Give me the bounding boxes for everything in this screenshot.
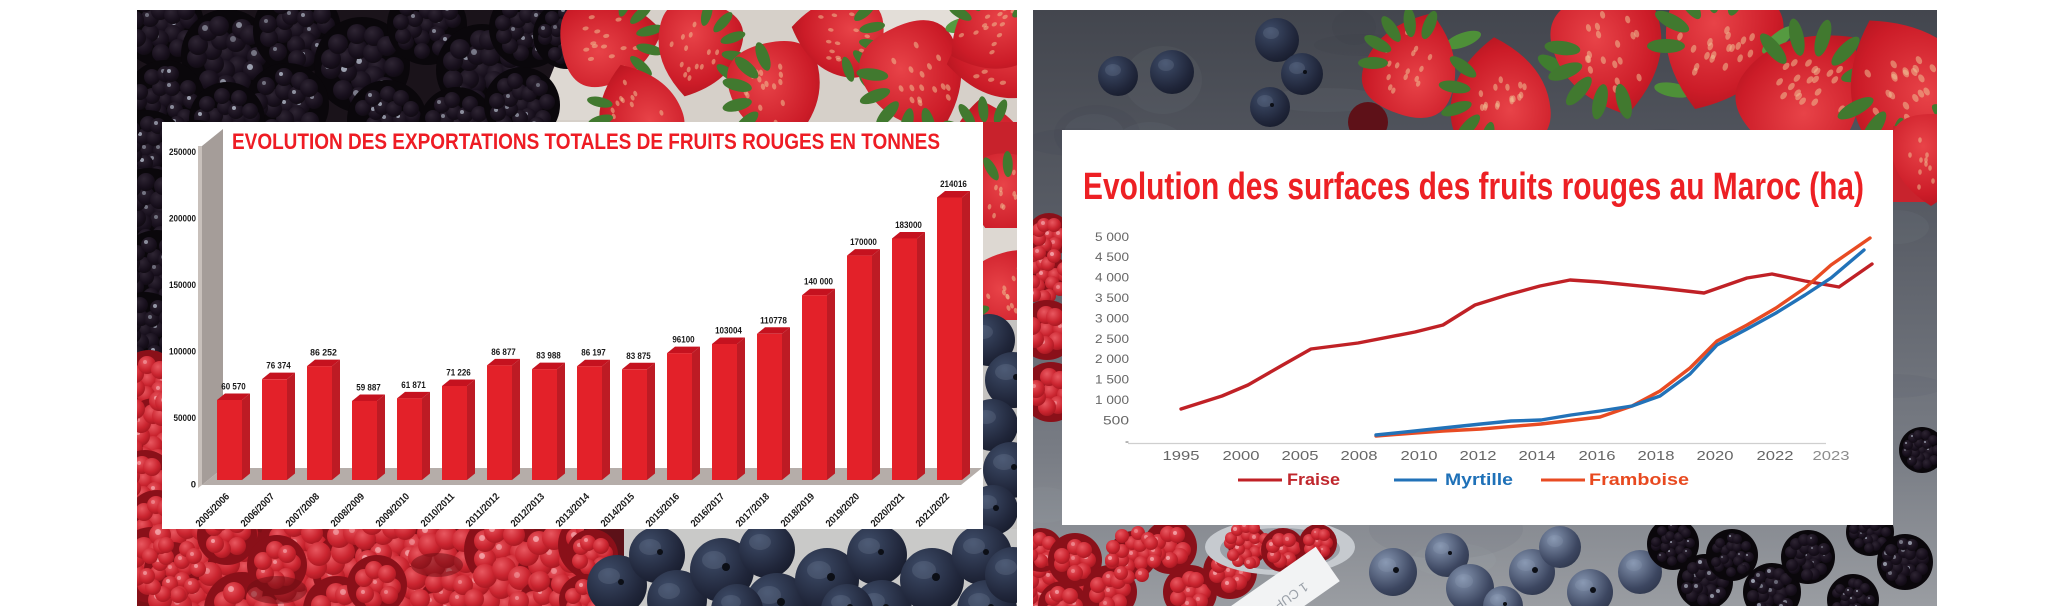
svg-text:60 570: 60 570 [221, 382, 246, 393]
svg-text:50000: 50000 [174, 413, 197, 424]
svg-text:2018: 2018 [1638, 449, 1675, 463]
svg-text:2012: 2012 [1460, 449, 1497, 463]
svg-text:100000: 100000 [169, 347, 196, 358]
svg-text:86 877: 86 877 [491, 347, 516, 358]
svg-text:2000: 2000 [1223, 449, 1260, 463]
svg-text:214016: 214016 [940, 179, 967, 190]
svg-text:Evolution des surfaces des fru: Evolution des surfaces des fruits rouges… [1083, 166, 1864, 208]
svg-text:Myrtille: Myrtille [1445, 470, 1513, 489]
svg-text:1 500: 1 500 [1095, 373, 1129, 387]
svg-text:170000: 170000 [850, 237, 877, 248]
svg-text:59 887: 59 887 [356, 382, 381, 393]
svg-text:2 500: 2 500 [1095, 332, 1129, 346]
svg-text:1995: 1995 [1163, 449, 1200, 463]
svg-text:183000: 183000 [895, 220, 922, 231]
svg-text:4 500: 4 500 [1095, 250, 1129, 264]
svg-text:200000: 200000 [169, 214, 196, 225]
svg-text:-: - [1125, 434, 1129, 448]
svg-text:150000: 150000 [169, 280, 196, 291]
svg-text:250000: 250000 [169, 147, 196, 158]
svg-text:1 000: 1 000 [1095, 393, 1129, 407]
svg-text:61 871: 61 871 [401, 380, 426, 391]
svg-text:2008: 2008 [1341, 449, 1378, 463]
svg-text:Fraise: Fraise [1287, 470, 1340, 489]
svg-text:140 000: 140 000 [804, 277, 833, 288]
svg-text:83 875: 83 875 [626, 351, 651, 362]
svg-text:2022: 2022 [1757, 449, 1794, 463]
svg-text:500: 500 [1103, 413, 1129, 427]
svg-text:Framboise: Framboise [1589, 470, 1689, 489]
svg-text:96100: 96100 [672, 335, 694, 346]
svg-text:86 252: 86 252 [310, 348, 337, 359]
svg-text:76 374: 76 374 [266, 361, 291, 372]
svg-text:2 000: 2 000 [1095, 352, 1129, 366]
svg-text:3 500: 3 500 [1095, 291, 1129, 305]
svg-text:4 000: 4 000 [1095, 271, 1129, 285]
svg-text:71 226: 71 226 [446, 368, 471, 379]
svg-text:2005: 2005 [1282, 449, 1319, 463]
svg-text:103004: 103004 [715, 326, 742, 337]
svg-text:5 000: 5 000 [1095, 230, 1129, 244]
svg-text:110778: 110778 [760, 315, 787, 326]
svg-text:86 197: 86 197 [581, 348, 606, 359]
svg-text:2020: 2020 [1697, 449, 1734, 463]
svg-text:2016: 2016 [1579, 449, 1616, 463]
svg-text:2010: 2010 [1401, 449, 1438, 463]
svg-text:0: 0 [191, 480, 196, 491]
svg-text:3 000: 3 000 [1095, 311, 1129, 325]
svg-text:2014: 2014 [1519, 449, 1556, 463]
svg-text:EVOLUTION DES EXPORTATIONS TOT: EVOLUTION DES EXPORTATIONS TOTALES DE FR… [232, 129, 940, 154]
svg-text:2023: 2023 [1813, 449, 1850, 463]
svg-text:83 988: 83 988 [536, 351, 561, 362]
